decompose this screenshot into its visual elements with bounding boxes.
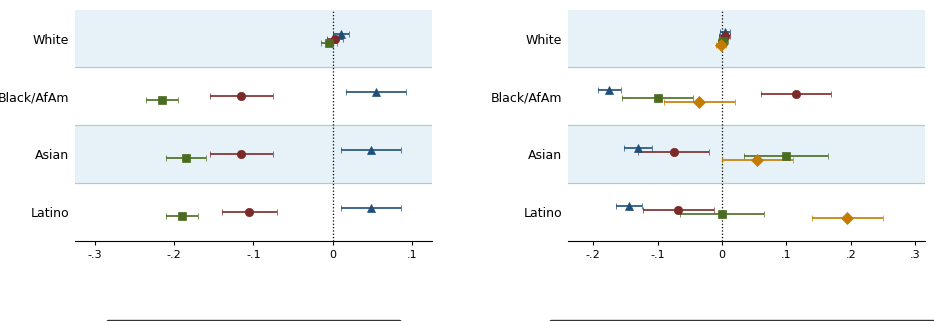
Legend: Liberals, Moderates, Conservatives: Liberals, Moderates, Conservatives (106, 320, 401, 321)
Bar (75, 125, 432, 183)
Legend: White Resp, Black Resp, Asian Resp, Latino Resp: White Resp, Black Resp, Asian Resp, Lati… (549, 320, 934, 321)
Bar (75, 10, 432, 67)
Bar (568, 10, 925, 67)
Bar (568, 125, 925, 183)
